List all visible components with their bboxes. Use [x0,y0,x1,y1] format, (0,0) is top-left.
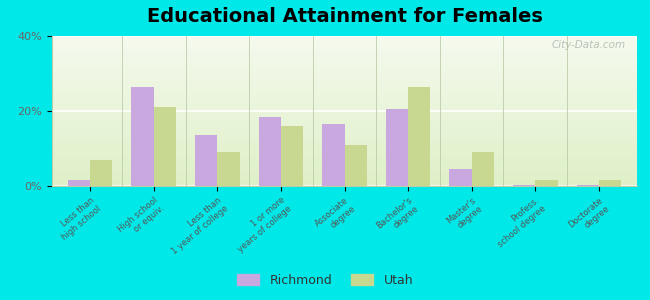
Bar [344,145,367,186]
Bar [195,135,217,186]
Bar [90,160,112,186]
Bar [259,117,281,186]
Bar [154,107,176,186]
Title: Educational Attainment for Females: Educational Attainment for Females [146,7,543,26]
Bar [599,180,621,186]
Bar [386,109,408,186]
Bar [217,152,240,186]
Bar [408,87,430,186]
Bar [322,124,344,186]
Bar [577,185,599,186]
Bar [513,185,535,186]
Bar [472,152,494,186]
Bar [68,180,90,186]
Bar [535,180,558,186]
Bar [131,87,154,186]
Bar [281,126,303,186]
Bar [449,169,472,186]
Legend: Richmond, Utah: Richmond, Utah [233,270,417,291]
Text: City-Data.com: City-Data.com [551,40,625,50]
